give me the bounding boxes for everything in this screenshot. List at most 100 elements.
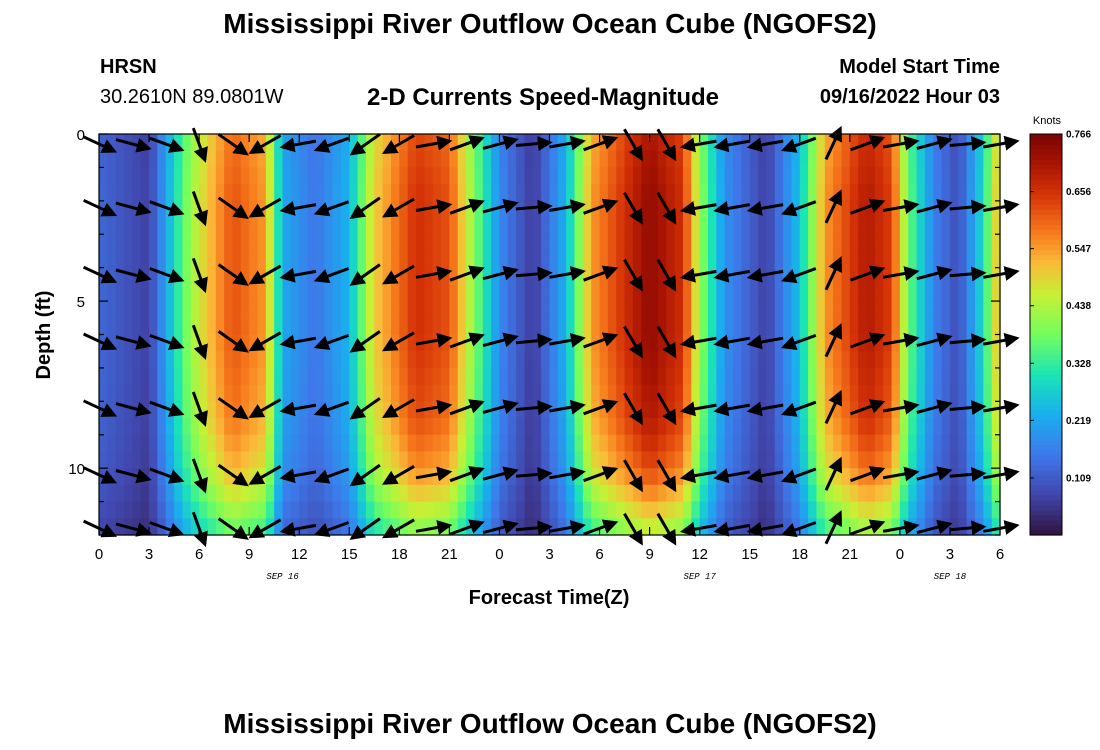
heatmap-cell xyxy=(557,317,567,336)
heatmap-cell xyxy=(666,167,676,185)
heatmap-cell xyxy=(991,234,1001,252)
heatmap-cell xyxy=(491,167,501,185)
heatmap-cell xyxy=(282,484,292,503)
heatmap-cell xyxy=(182,351,192,369)
heatmap-cell xyxy=(783,367,793,386)
heatmap-cell xyxy=(941,367,951,386)
x-tick-label: 15 xyxy=(741,546,758,563)
heatmap-cell xyxy=(933,351,943,369)
heatmap-cell xyxy=(591,367,601,386)
heatmap-cell xyxy=(140,150,150,169)
heatmap-cell xyxy=(340,317,350,336)
colorbar-segment xyxy=(1030,139,1062,145)
heatmap-cell xyxy=(424,317,434,336)
heatmap-cell xyxy=(924,301,934,319)
heatmap-cell xyxy=(549,351,559,369)
heatmap-cell xyxy=(482,451,492,469)
heatmap-cell xyxy=(132,418,142,436)
heatmap-cell xyxy=(607,301,617,319)
x-tick-label: 6 xyxy=(195,546,203,563)
heatmap-cell xyxy=(749,167,759,185)
heatmap-cell xyxy=(249,184,259,202)
heatmap-cell xyxy=(524,150,534,169)
heatmap-cell xyxy=(983,418,993,436)
heatmap-cell xyxy=(457,451,467,469)
heatmap-cell xyxy=(249,301,259,319)
heatmap-cell xyxy=(315,167,325,185)
heatmap-cell xyxy=(491,301,501,319)
heatmap-cell xyxy=(816,317,826,336)
heatmap-cell xyxy=(616,501,626,519)
heatmap-cell xyxy=(224,468,234,486)
heatmap-cell xyxy=(774,167,784,185)
colorbar-segment xyxy=(1030,504,1062,511)
heatmap-cell xyxy=(441,351,450,369)
heatmap-cell xyxy=(808,334,818,352)
heatmap-cell xyxy=(115,518,125,536)
heatmap-cell xyxy=(432,200,442,219)
heatmap-cell xyxy=(107,418,117,436)
heatmap-cell xyxy=(924,184,934,202)
heatmap-cell xyxy=(416,384,425,402)
heatmap-cell xyxy=(374,367,384,386)
heatmap-cell xyxy=(207,468,217,486)
heatmap-cell xyxy=(115,267,125,285)
heatmap-cell xyxy=(607,501,617,519)
heatmap-cell xyxy=(632,250,642,269)
heatmap-cell xyxy=(916,434,926,453)
heatmap-cell xyxy=(933,301,943,319)
heatmap-cell xyxy=(215,434,225,453)
heatmap-cell xyxy=(874,317,884,336)
heatmap-cell xyxy=(916,234,926,252)
heatmap-cell xyxy=(866,217,876,235)
heatmap-cell xyxy=(974,367,984,386)
heatmap-cell xyxy=(449,301,459,319)
heatmap-cell xyxy=(949,284,959,302)
heatmap-cell xyxy=(399,434,409,453)
heatmap-cell xyxy=(215,217,225,235)
heatmap-cell xyxy=(315,501,325,519)
heatmap-cell xyxy=(99,384,108,402)
heatmap-cell xyxy=(315,284,325,302)
heatmap-cell xyxy=(99,351,108,369)
heatmap-cell xyxy=(340,518,350,536)
heatmap-cell xyxy=(616,284,626,302)
heatmap-cell xyxy=(232,284,242,302)
heatmap-cell xyxy=(115,384,125,402)
heatmap-cell xyxy=(541,184,551,202)
heatmap-cell xyxy=(240,317,250,336)
heatmap-cell xyxy=(474,384,484,402)
heatmap-cell xyxy=(582,351,592,369)
heatmap-cell xyxy=(958,150,968,169)
heatmap-cell xyxy=(849,217,859,235)
heatmap-cell xyxy=(199,434,209,453)
heatmap-cell xyxy=(290,484,300,503)
heatmap-cell xyxy=(632,217,642,235)
heatmap-cell xyxy=(424,301,434,319)
heatmap-cell xyxy=(315,451,325,469)
heatmap-cell xyxy=(724,284,734,302)
heatmap-cell xyxy=(824,267,834,285)
heatmap-cell xyxy=(307,484,317,503)
heatmap-cell xyxy=(716,317,726,336)
colorbar-segment xyxy=(1030,529,1062,536)
current-arrow xyxy=(217,133,249,156)
current-arrow xyxy=(824,256,843,291)
heatmap-cell xyxy=(607,184,617,202)
colorbar-segment xyxy=(1030,209,1062,215)
current-arrow xyxy=(279,468,317,484)
heatmap-cell xyxy=(265,200,275,219)
heatmap-cell xyxy=(190,267,200,285)
heatmap-cell xyxy=(507,167,517,185)
heatmap-cell xyxy=(274,351,284,369)
heatmap-cell xyxy=(574,217,584,235)
heatmap-cell xyxy=(491,250,501,269)
heatmap-cell xyxy=(632,167,642,185)
heatmap-cell xyxy=(666,217,676,235)
heatmap-cell xyxy=(758,167,767,185)
heatmap-cell xyxy=(507,150,517,169)
current-arrow xyxy=(382,197,415,218)
heatmap-cell xyxy=(424,501,434,519)
heatmap-cell xyxy=(307,468,317,486)
heatmap-cell xyxy=(315,184,325,202)
